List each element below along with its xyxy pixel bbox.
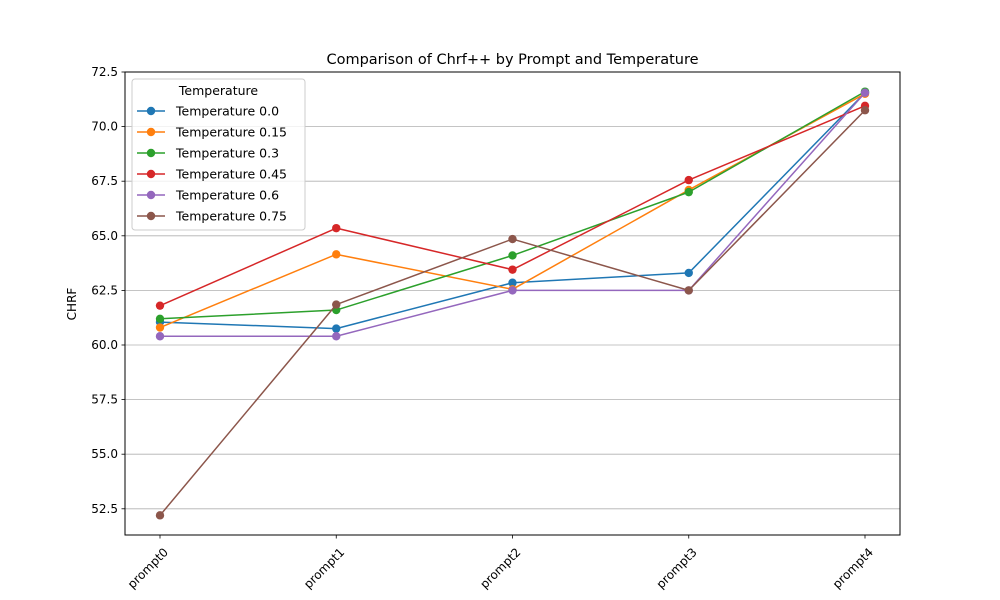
data-point: [860, 106, 870, 115]
series-5: [155, 106, 870, 520]
y-tick-label: 67.5: [91, 174, 118, 188]
data-point: [155, 332, 165, 341]
y-axis: 52.5 55.0 57.5 60.0 62.5 65.0 67.5 70.0 72.5: [91, 65, 125, 516]
legend-title: Temperature: [178, 83, 258, 98]
data-point: [508, 251, 517, 260]
data-point: [155, 314, 165, 323]
data-point: [684, 175, 693, 185]
y-tick-label: 70.0: [91, 120, 118, 134]
data-point: [508, 234, 517, 244]
legend-swatch-marker: [146, 190, 156, 200]
legend-label: Temperature 0.0: [175, 104, 279, 119]
x-tick-label: prompt1: [301, 545, 347, 591]
legend-item: Temperature 0.45: [137, 167, 287, 182]
data-point: [332, 223, 341, 233]
x-tick-label: prompt2: [477, 545, 523, 591]
data-point: [155, 511, 165, 520]
series-4: [155, 88, 870, 341]
legend-label: Temperature 0.6: [175, 188, 279, 203]
x-tick-label: prompt0: [125, 545, 171, 591]
legend-label: Temperature 0.15: [175, 125, 287, 140]
y-tick-label: 62.5: [91, 283, 118, 297]
data-point: [332, 250, 341, 259]
legend-swatch-marker: [146, 106, 156, 116]
legend-item: Temperature 0.0: [137, 104, 279, 119]
legend-item: Temperature 0.6: [137, 188, 279, 203]
legend-box: [131, 78, 306, 231]
y-tick-label: 60.0: [91, 338, 118, 352]
y-tick-label: 55.0: [91, 447, 118, 461]
data-point: [332, 332, 341, 341]
data-point: [332, 324, 341, 333]
chart-title: Comparison of Chrf++ by Prompt and Tempe…: [326, 52, 698, 68]
legend-label: Temperature 0.75: [175, 209, 287, 224]
legend-item: Temperature 0.75: [137, 209, 287, 224]
legend-item: Temperature 0.15: [137, 125, 287, 140]
data-point: [684, 268, 693, 278]
data-point: [155, 323, 165, 332]
data-point: [684, 286, 693, 295]
data-point: [508, 265, 517, 274]
legend-swatch-marker: [146, 127, 156, 137]
y-tick-label: 57.5: [91, 393, 118, 407]
data-point: [684, 187, 693, 197]
data-point: [155, 301, 165, 310]
plot-frame: [124, 71, 901, 536]
legend-swatch-marker: [146, 211, 156, 221]
y-axis-label: CHRF: [65, 288, 79, 321]
y-tick-label: 72.5: [91, 65, 118, 79]
legend-label: Temperature 0.3: [175, 146, 279, 161]
y-tick-label: 52.5: [91, 502, 118, 516]
data-point: [332, 300, 341, 309]
x-tick-label: prompt4: [830, 545, 876, 591]
data-point: [508, 278, 517, 287]
legend-swatch-marker: [146, 169, 156, 179]
legend-label: Temperature 0.45: [175, 167, 287, 182]
legend-item: Temperature 0.3: [137, 146, 279, 161]
data-point: [860, 88, 870, 97]
legend-items: Temperature 0.0 Temperature 0.15 Temperatu…: [137, 104, 287, 224]
legend-swatch-marker: [146, 148, 156, 158]
y-tick-label: 65.0: [91, 229, 118, 243]
data-point: [508, 286, 517, 295]
series-group: [155, 87, 870, 520]
x-axis: prompt0 prompt1 prompt2 prompt3 prompt4: [125, 535, 876, 591]
x-tick-label: prompt3: [654, 545, 700, 591]
